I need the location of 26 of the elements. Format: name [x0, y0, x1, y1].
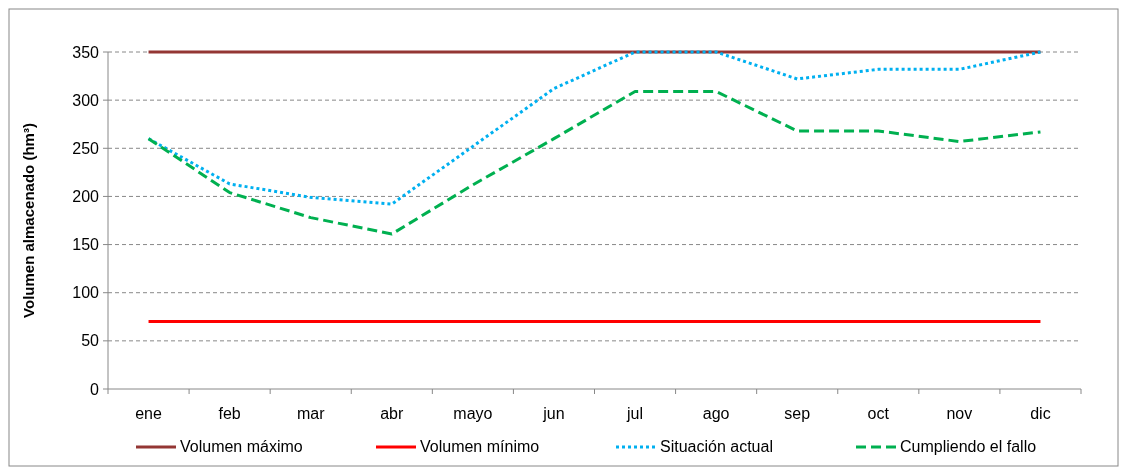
y-tick-label: 350 — [72, 43, 100, 61]
y-tick-label: 0 — [90, 380, 100, 398]
legend-label: Volumen mínimo — [420, 438, 540, 455]
legend-label: Cumpliendo el fallo — [900, 438, 1037, 455]
x-tick-label: nov — [946, 405, 973, 422]
line-series — [147, 89, 1042, 236]
x-tick-label: mayo — [453, 405, 493, 422]
y-tick-label: 150 — [72, 236, 100, 254]
x-tick-label: jul — [626, 405, 644, 422]
y-tick-label: 300 — [72, 91, 100, 109]
x-tick-label: sep — [784, 405, 811, 422]
x-tick-label: ago — [702, 405, 730, 422]
y-tick-label: 50 — [81, 332, 100, 350]
x-tick-label: mar — [296, 405, 326, 422]
legend-label: Volumen máximo — [180, 438, 303, 455]
y-tick-label: 200 — [72, 188, 100, 206]
y-axis-title: Volumen almacenado (hm³) — [20, 123, 37, 318]
x-tick-label: dic — [1030, 405, 1051, 422]
x-tick-label: oct — [867, 405, 890, 422]
legend-label: Situación actual — [660, 438, 773, 455]
y-tick-label: 250 — [72, 139, 100, 157]
x-tick-label: abr — [380, 405, 405, 422]
x-tick-label: jun — [542, 405, 565, 422]
x-tick-label: ene — [135, 405, 162, 422]
x-tick-label: feb — [218, 405, 241, 422]
y-tick-label: 100 — [72, 284, 100, 302]
